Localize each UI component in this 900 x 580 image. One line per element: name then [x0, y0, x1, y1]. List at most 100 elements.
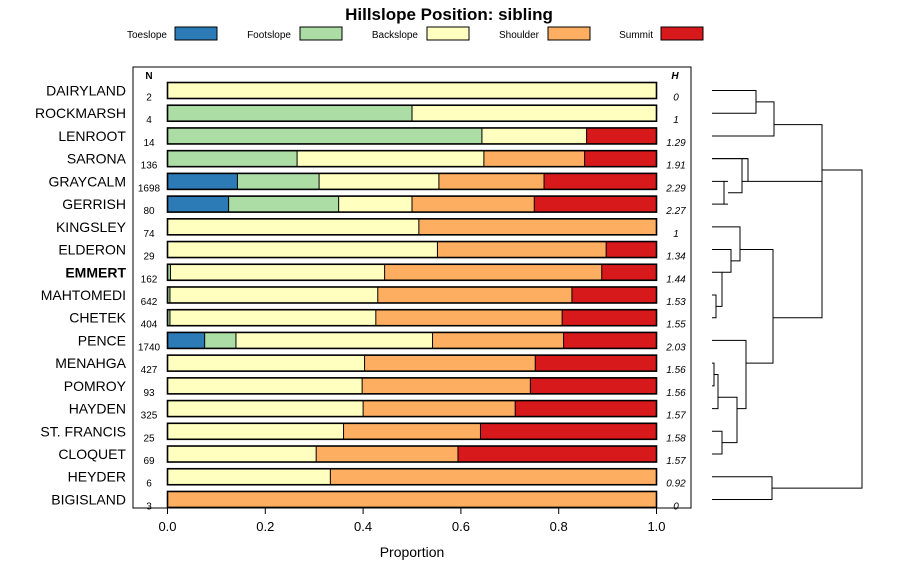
row-label-lenroot: LENROOT: [58, 128, 126, 144]
bar-emmert-footslope: [167, 264, 171, 281]
bar-emmert-backslope: [170, 264, 385, 281]
bar-emmert-shoulder: [384, 264, 602, 281]
chart-title: Hillslope Position: sibling: [345, 5, 553, 24]
bar-menahga-shoulder: [364, 355, 536, 372]
row-label-gerrish: GERRISH: [62, 196, 126, 212]
bar-hayden-shoulder: [363, 400, 516, 417]
bar-graycalm-backslope: [319, 173, 439, 190]
bar-outline-cloquet: [166, 445, 658, 463]
bar-heyder-shoulder: [330, 468, 657, 485]
legend-label-summit: Summit: [619, 30, 653, 41]
bar-outline-lenroot: [166, 127, 658, 145]
row-count-heyder: 6: [146, 479, 152, 490]
bar-cloquet-shoulder: [316, 446, 458, 463]
legend-label-shoulder: Shoulder: [499, 30, 540, 41]
row-count-cloquet: 69: [143, 456, 155, 467]
bar-pence-backslope: [235, 332, 433, 349]
row-entropy-cloquet: 1.57: [666, 456, 686, 467]
x-tick-label: 0.8: [550, 519, 568, 534]
row-labels: DAIRYLAND 2 0 ROCKMARSH 4 1 LENROOT 14 1.29 SARON…: [35, 83, 686, 513]
row-label-pomroy: POMROY: [64, 378, 127, 394]
h-header: H: [671, 71, 679, 82]
bar-rockmarsh-backslope: [412, 105, 657, 122]
bar-st-francis-backslope: [167, 423, 344, 440]
bar-outline-menahga: [166, 354, 658, 372]
bar-pence-toeslope: [167, 332, 205, 349]
bar-hayden-backslope: [167, 400, 364, 417]
bar-graycalm-footslope: [237, 173, 320, 190]
legend-label-toeslope: Toeslope: [127, 30, 167, 41]
dendrogram-branch: [773, 170, 823, 319]
row-entropy-rockmarsh: 1: [673, 115, 679, 126]
row-entropy-dairyland: 0: [673, 93, 679, 104]
legend-swatch-toeslope: [174, 26, 218, 41]
row-count-graycalm: 1698: [138, 183, 161, 194]
x-tick-label: 0.0: [158, 519, 176, 534]
row-entropy-bigisland: 0: [673, 501, 679, 512]
bar-sarona-backslope: [297, 150, 484, 167]
bar-graycalm-toeslope: [167, 173, 238, 190]
bar-emmert-summit: [601, 264, 657, 281]
dendrogram-branch: [740, 249, 774, 364]
row-entropy-hayden: 1.57: [666, 411, 686, 422]
bar-heyder-backslope: [167, 468, 331, 485]
bar-kingsley-shoulder: [418, 218, 657, 235]
bar-outline-bigisland: [166, 490, 658, 509]
bar-pence-shoulder: [432, 332, 564, 349]
dendrogram-branch: [712, 476, 773, 500]
x-axis: 0.0 0.2 0.4 0.6 0.8 1.0: [158, 508, 666, 534]
row-entropy-sarona: 1.91: [666, 161, 685, 172]
bar-outline-gerrish: [166, 195, 658, 213]
bar-kingsley-backslope: [167, 218, 419, 235]
bar-gerrish-summit: [534, 196, 657, 213]
bar-cloquet-backslope: [167, 446, 317, 463]
bar-elderon-summit: [606, 241, 657, 258]
row-label-bigisland: BIGISLAND: [51, 491, 126, 507]
bar-hayden-summit: [515, 400, 657, 417]
row-entropy-chetek: 1.55: [666, 320, 686, 331]
bar-menahga-backslope: [167, 355, 365, 372]
row-entropy-menahga: 1.56: [666, 365, 686, 376]
bar-elderon-shoulder: [437, 241, 607, 258]
row-label-rockmarsh: ROCKMARSH: [35, 105, 126, 121]
bar-gerrish-footslope: [228, 196, 339, 213]
row-label-menahga: MENAHGA: [55, 355, 126, 371]
dendrogram-branch: [712, 101, 775, 137]
bar-gerrish-toeslope: [167, 196, 229, 213]
bar-pomroy-shoulder: [362, 377, 531, 394]
bar-mahtomedi-shoulder: [377, 286, 572, 303]
bar-outline-kingsley: [166, 218, 658, 236]
row-label-st-francis: ST. FRANCIS: [40, 423, 126, 439]
row-count-pomroy: 93: [143, 388, 155, 399]
bar-outline-pence: [166, 331, 658, 350]
bar-outline-elderon: [166, 240, 658, 259]
dendrogram-branch: [712, 430, 723, 455]
bar-outline-chetek: [166, 308, 658, 327]
row-label-kingsley: KINGSLEY: [56, 219, 127, 235]
row-count-dairyland: 2: [146, 93, 152, 104]
row-count-pence: 1740: [138, 342, 161, 353]
row-count-gerrish: 80: [143, 206, 155, 217]
bar-cloquet-summit: [457, 446, 657, 463]
bars: [166, 81, 658, 509]
bar-mahtomedi-footslope: [167, 286, 170, 303]
bar-menahga-summit: [535, 355, 657, 372]
bar-gerrish-shoulder: [412, 196, 535, 213]
row-label-emmert: EMMERT: [65, 264, 126, 280]
bar-outline-graycalm: [166, 172, 658, 191]
x-tick-label: 0.6: [452, 519, 470, 534]
row-count-rockmarsh: 4: [146, 115, 152, 126]
x-tick-label: 1.0: [647, 519, 665, 534]
row-label-chetek: CHETEK: [69, 310, 126, 326]
dendrogram-branch: [723, 180, 728, 205]
dendrogram-branch: [712, 158, 743, 194]
dendrogram-branch: [712, 339, 747, 410]
row-count-emmert: 162: [141, 274, 158, 285]
bar-gerrish-backslope: [338, 196, 412, 213]
bar-outline-st-francis: [166, 422, 658, 441]
bar-outline-dairyland: [166, 81, 658, 100]
row-entropy-kingsley: 1: [673, 229, 679, 240]
row-count-kingsley: 74: [143, 229, 155, 240]
bar-rockmarsh-footslope: [167, 105, 412, 122]
